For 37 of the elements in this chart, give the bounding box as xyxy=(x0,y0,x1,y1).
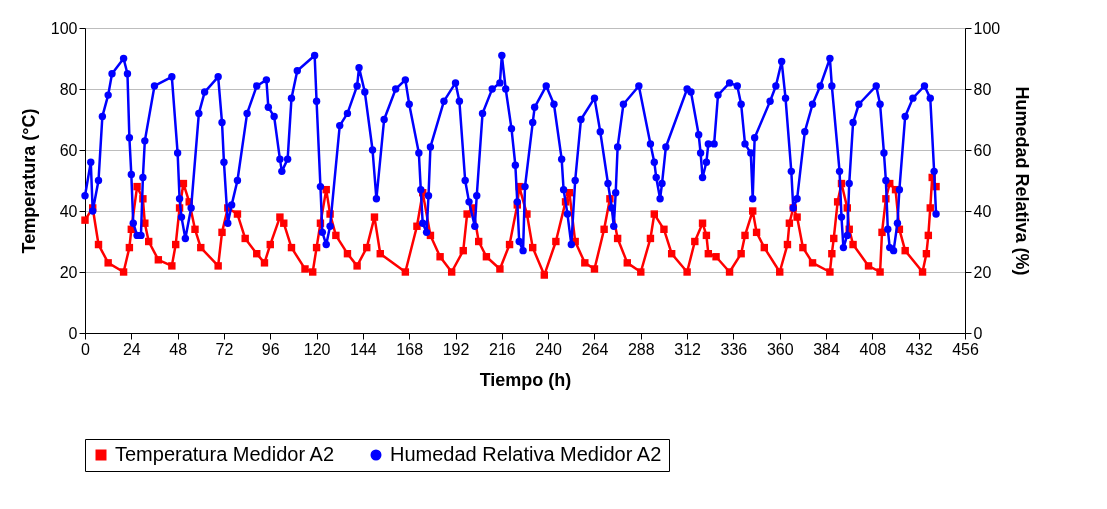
x-tick-label: 384 xyxy=(813,340,840,358)
x-tick-label: 216 xyxy=(488,340,516,358)
x-tick-label: 240 xyxy=(535,340,563,358)
x-tick-label: 408 xyxy=(859,340,887,358)
x-tick-label: 264 xyxy=(581,340,609,358)
y-tick-label: 100 xyxy=(50,19,78,37)
x-tick-label: 288 xyxy=(627,340,655,358)
x-tick-label: 456 xyxy=(952,340,979,358)
y2-tick-label: 60 xyxy=(973,141,992,159)
x-tick-label: 48 xyxy=(169,340,188,358)
legend-label: Temperatura Medidor A2 xyxy=(115,443,335,465)
x-tick-label: 144 xyxy=(350,340,377,358)
y2-tick-label: 100 xyxy=(973,19,1001,37)
y-tick-label: 0 xyxy=(68,324,78,342)
x-tick-label: 336 xyxy=(720,340,748,358)
y-tick-label: 80 xyxy=(59,80,78,98)
x-tick-label: 24 xyxy=(122,340,141,358)
y-tick-label: 40 xyxy=(59,202,78,220)
legend-label: Humedad Relativa Medidor A2 xyxy=(390,443,662,465)
x-tick-label: 192 xyxy=(442,340,470,358)
y2-tick-label: 80 xyxy=(973,80,992,98)
x-axis-title: Tiempo (h) xyxy=(479,369,572,390)
y-axis-title: Temperatura (°C) xyxy=(18,108,39,254)
y2-axis-title: Humedad Relativa (%) xyxy=(1012,86,1033,276)
x-tick-label: 432 xyxy=(905,340,933,358)
x-tick-label: 312 xyxy=(674,340,702,358)
y2-tick-label: 20 xyxy=(973,263,992,281)
y-tick-label: 60 xyxy=(59,141,78,159)
x-tick-label: 360 xyxy=(766,340,794,358)
x-tick-label: 168 xyxy=(396,340,424,358)
y2-tick-label: 0 xyxy=(973,324,983,342)
y2-tick-label: 40 xyxy=(973,202,992,220)
x-tick-label: 72 xyxy=(215,340,234,358)
x-tick-label: 0 xyxy=(81,340,91,358)
x-tick-label: 120 xyxy=(303,340,331,358)
y-tick-label: 20 xyxy=(59,263,78,281)
x-tick-label: 96 xyxy=(261,340,280,358)
